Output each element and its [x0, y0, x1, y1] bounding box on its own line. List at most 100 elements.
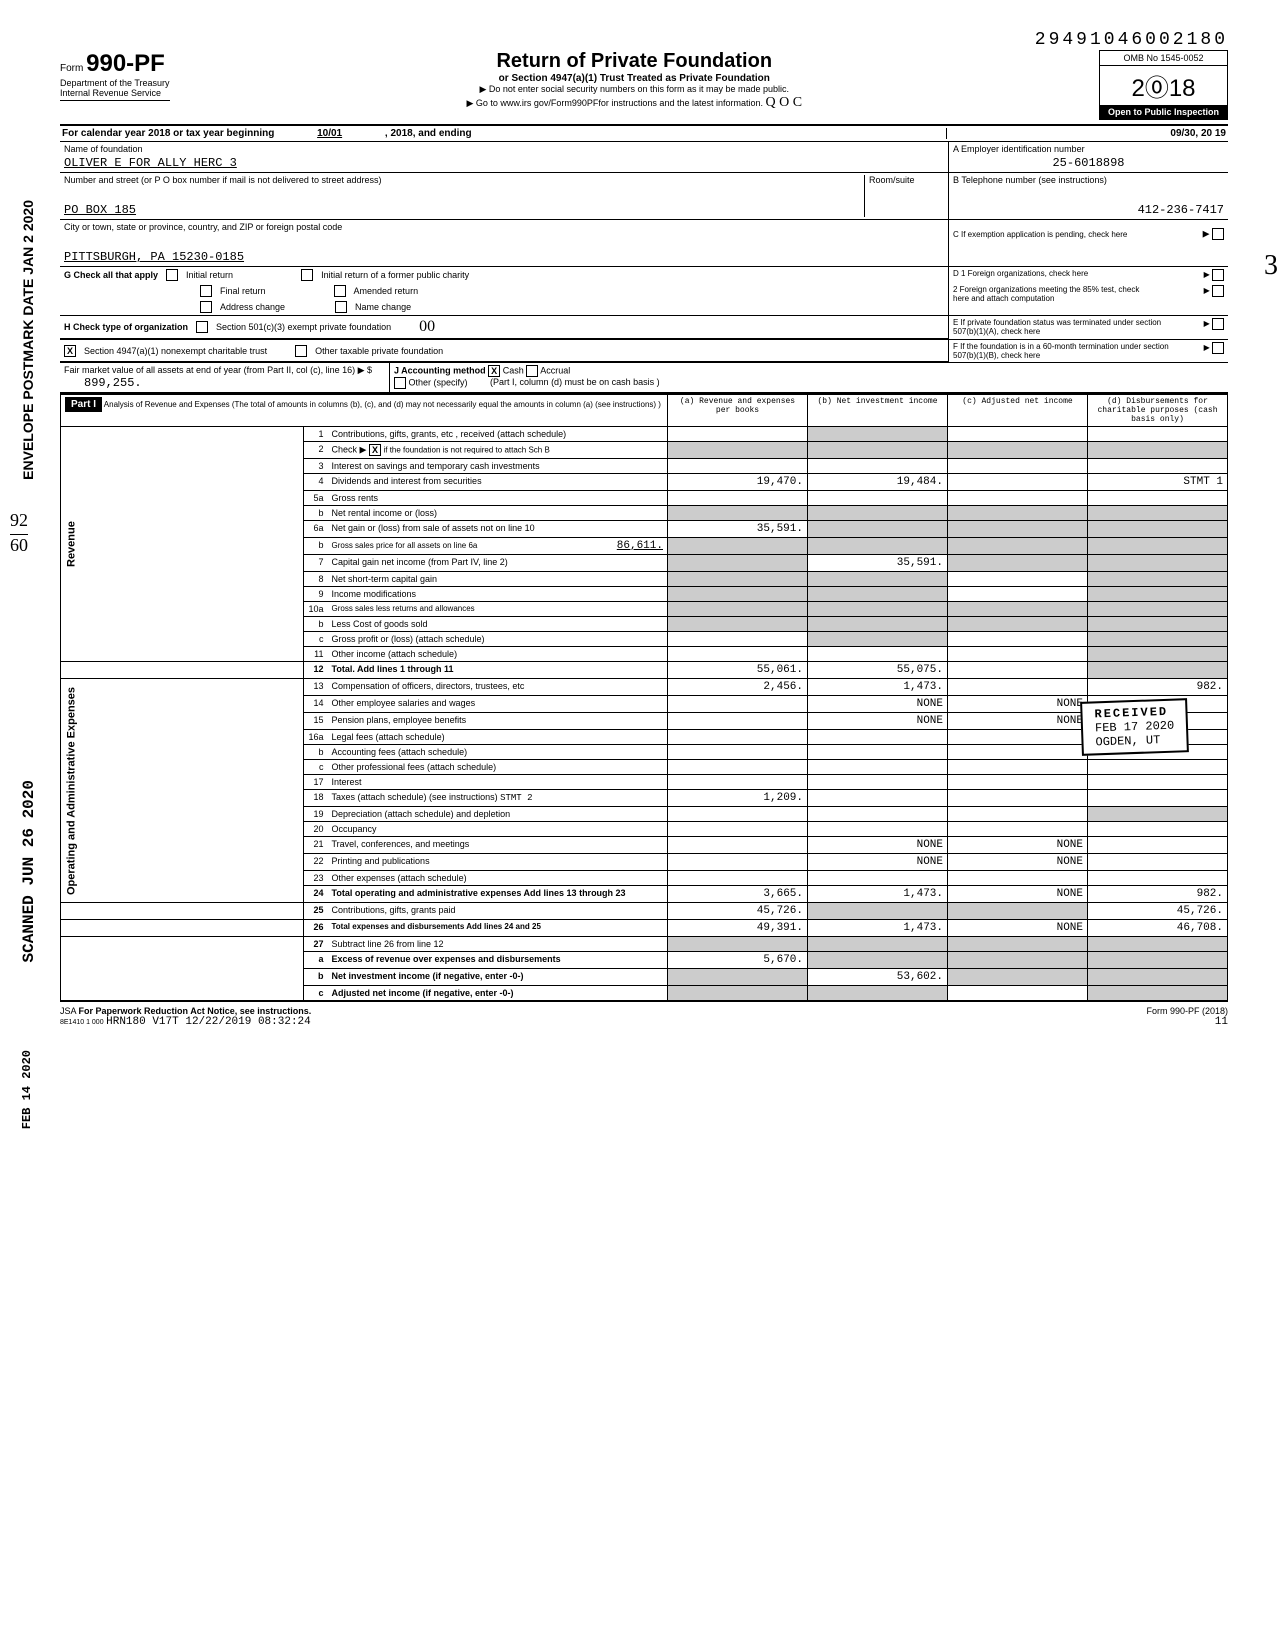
inspection-label: Open to Public Inspection	[1100, 105, 1227, 119]
g-opt-former: Initial return of a former public charit…	[321, 270, 469, 280]
year-box: OMB No 1545-0052 2⓪18 Open to Public Ins…	[1099, 50, 1228, 120]
row17: Interest	[328, 775, 668, 790]
row13: Compensation of officers, directors, tru…	[328, 679, 668, 696]
j-accrual: Accrual	[540, 365, 570, 375]
row10c: Gross profit or (loss) (attach schedule)	[328, 632, 668, 647]
row8: Net short-term capital gain	[328, 572, 668, 587]
envelope-stamp: ENVELOPE POSTMARK DATE JAN 2 2020	[20, 200, 36, 480]
e-checkbox[interactable]	[1212, 318, 1224, 330]
g-former-checkbox[interactable]	[301, 269, 313, 281]
boxE-label: E If private foundation status was termi…	[953, 318, 1173, 337]
row27b: Net investment income (if negative, ente…	[328, 969, 668, 986]
g-amended-checkbox[interactable]	[334, 285, 346, 297]
warn-line: ▶ Do not enter social security numbers o…	[170, 84, 1099, 95]
footer-jsa: JSA	[60, 1006, 76, 1016]
g-opt-initial: Initial return	[186, 270, 233, 280]
part1-table: Part I Analysis of Revenue and Expenses …	[60, 394, 1228, 1001]
omb: OMB No 1545-0052	[1100, 51, 1227, 66]
col-a-header: (a) Revenue and expenses per books	[668, 395, 808, 427]
row11: Other income (attach schedule)	[328, 647, 668, 662]
city-state-zip: PITTSBURGH, PA 15230-0185	[64, 250, 944, 264]
row15: Pension plans, employee benefits	[328, 713, 668, 730]
g-address-checkbox[interactable]	[200, 301, 212, 313]
ein: 25-6018898	[953, 156, 1224, 170]
form-prefix: Form	[60, 63, 83, 74]
d1-checkbox[interactable]	[1212, 269, 1224, 281]
footer-page: 11	[1215, 1016, 1228, 1028]
h-501c3-checkbox[interactable]	[196, 321, 208, 333]
handwritten-00: 00	[419, 318, 435, 336]
g-initial-checkbox[interactable]	[166, 269, 178, 281]
checkJ-label: J Accounting method	[394, 365, 486, 375]
j-accrual-checkbox[interactable]	[526, 365, 538, 377]
j-cash-checkbox[interactable]: X	[488, 365, 500, 377]
col-d-header: (d) Disbursements for charitable purpose…	[1088, 395, 1228, 427]
period-row: For calendar year 2018 or tax year begin…	[60, 124, 1228, 142]
tax-year: 2⓪18	[1100, 66, 1227, 105]
col-c-header: (c) Adjusted net income	[948, 395, 1088, 427]
handwritten-3: 3	[1264, 250, 1278, 282]
row10a: Gross sales less returns and allowances	[328, 602, 668, 617]
goto-line: ▶ Go to www.irs gov/Form990PFfor instruc…	[170, 95, 1099, 111]
h-opt-501c3: Section 501(c)(3) exempt private foundat…	[216, 322, 391, 332]
form-header: Form 990-PF Department of the Treasury I…	[60, 50, 1228, 120]
main-title: Return of Private Foundation	[170, 50, 1099, 73]
checkH-label: H Check type of organization	[64, 322, 188, 332]
row5a: Gross rents	[328, 491, 668, 506]
h-other-checkbox[interactable]	[295, 345, 307, 357]
g-final-checkbox[interactable]	[200, 285, 212, 297]
checkG-label: G Check all that apply	[64, 270, 158, 280]
g-opt-namechange: Name change	[355, 302, 411, 312]
street-address: PO BOX 185	[64, 203, 864, 217]
boxD1-label: D 1 Foreign organizations, check here	[953, 269, 1088, 281]
g-namechange-checkbox[interactable]	[335, 301, 347, 313]
row7: Capital gain net income (from Part IV, l…	[328, 555, 668, 572]
name-label: Name of foundation	[64, 144, 944, 154]
row18: Taxes (attach schedule) (see instruction…	[328, 790, 668, 807]
row16c: Other professional fees (attach schedule…	[328, 760, 668, 775]
row6a: Net gain or (loss) from sale of assets n…	[328, 521, 668, 538]
row22: Printing and publications	[328, 854, 668, 871]
form-number: 990-PF	[86, 50, 165, 77]
boxC-label: C If exemption application is pending, c…	[953, 230, 1127, 239]
room-label: Room/suite	[864, 175, 944, 217]
g-opt-final: Final return	[220, 286, 266, 296]
row14: Other employee salaries and wages	[328, 696, 668, 713]
boxA-label: A Employer identification number	[953, 144, 1224, 154]
row24: Total operating and administrative expen…	[328, 886, 668, 903]
h-opt-4947: Section 4947(a)(1) nonexempt charitable …	[84, 346, 267, 356]
d2-checkbox[interactable]	[1212, 285, 1224, 297]
g-opt-address: Address change	[220, 302, 285, 312]
part1-title: Analysis of Revenue and Expenses (The to…	[104, 400, 661, 409]
boxB-label: B Telephone number (see instructions)	[953, 175, 1224, 185]
j-note: (Part I, column (d) must be on cash basi…	[490, 377, 660, 387]
row9: Income modifications	[328, 587, 668, 602]
row25: Contributions, gifts, grants paid	[328, 903, 668, 920]
row27a: Excess of revenue over expenses and disb…	[328, 952, 668, 969]
row26: Total expenses and disbursements Add lin…	[328, 920, 668, 937]
info-grid: Name of foundation OLIVER E FOR ALLY HER…	[60, 142, 1228, 267]
handwritten-60: 60	[10, 535, 28, 556]
footer: JSA For Paperwork Reduction Act Notice, …	[60, 1001, 1228, 1028]
col-b-header: (b) Net investment income	[808, 395, 948, 427]
row27: Subtract line 26 from line 12	[328, 937, 668, 952]
checkI-label: Fair market value of all assets at end o…	[64, 365, 372, 375]
j-cash: Cash	[503, 365, 524, 375]
boxC-checkbox[interactable]	[1212, 228, 1224, 240]
h-opt-other: Other taxable private foundation	[315, 346, 443, 356]
fmv-value: 899,255.	[84, 376, 142, 390]
footer-code: 8E1410 1 000	[60, 1019, 104, 1026]
f-checkbox[interactable]	[1212, 342, 1224, 354]
footer-runline: HRN180 V17T 12/22/2019 08:32:24	[106, 1016, 311, 1028]
g-opt-amended: Amended return	[354, 286, 419, 296]
schB-checkbox[interactable]: X	[369, 444, 381, 456]
row27c: Adjusted net income (if negative, enter …	[328, 986, 668, 1001]
j-other-checkbox[interactable]	[394, 377, 406, 389]
feb14-stamp: FEB 14 2020	[20, 1050, 34, 1129]
row5b: Net rental income or (loss)	[328, 506, 668, 521]
row2: Check ▶ X if the foundation is not requi…	[328, 442, 668, 459]
row6b: Gross sales price for all assets on line…	[328, 538, 668, 555]
row23: Other expenses (attach schedule)	[328, 871, 668, 886]
h-4947-checkbox[interactable]: X	[64, 345, 76, 357]
row19: Depreciation (attach schedule) and deple…	[328, 807, 668, 822]
